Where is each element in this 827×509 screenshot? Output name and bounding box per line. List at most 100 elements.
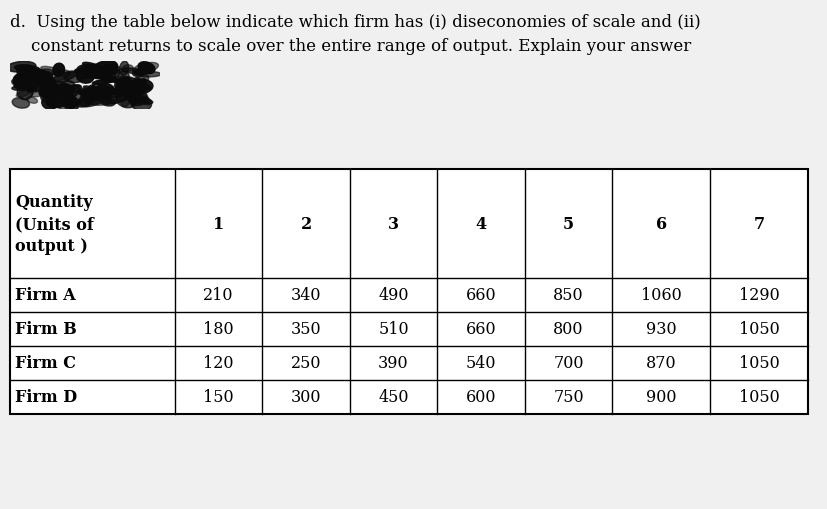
Bar	[10, 169, 807, 414]
Ellipse shape	[87, 87, 117, 97]
Ellipse shape	[102, 67, 120, 78]
Ellipse shape	[114, 91, 132, 102]
Ellipse shape	[46, 101, 65, 108]
Text: 120: 120	[203, 355, 233, 372]
Ellipse shape	[77, 65, 103, 77]
Ellipse shape	[139, 67, 151, 75]
Ellipse shape	[84, 97, 111, 106]
Ellipse shape	[15, 66, 41, 73]
Ellipse shape	[117, 72, 129, 83]
Text: 660: 660	[466, 321, 496, 338]
Ellipse shape	[39, 84, 59, 99]
Ellipse shape	[83, 63, 111, 75]
Ellipse shape	[93, 79, 117, 86]
Text: 2: 2	[300, 215, 311, 233]
Ellipse shape	[74, 70, 103, 79]
Ellipse shape	[77, 90, 103, 97]
Ellipse shape	[52, 72, 77, 83]
Ellipse shape	[121, 99, 129, 107]
Text: 3: 3	[388, 215, 399, 233]
Ellipse shape	[63, 92, 78, 99]
Ellipse shape	[133, 69, 149, 75]
Ellipse shape	[90, 62, 117, 78]
Ellipse shape	[116, 93, 137, 108]
Ellipse shape	[29, 73, 51, 87]
Ellipse shape	[19, 66, 33, 74]
Text: 700: 700	[552, 355, 583, 372]
Ellipse shape	[15, 71, 36, 87]
Ellipse shape	[43, 76, 55, 90]
Text: Firm A: Firm A	[15, 287, 75, 304]
Ellipse shape	[26, 97, 37, 104]
Ellipse shape	[84, 87, 112, 97]
Ellipse shape	[121, 69, 145, 75]
Ellipse shape	[47, 92, 66, 103]
Ellipse shape	[46, 95, 70, 105]
Ellipse shape	[74, 98, 103, 108]
Ellipse shape	[45, 84, 72, 96]
Ellipse shape	[79, 67, 92, 79]
Ellipse shape	[16, 75, 26, 83]
Ellipse shape	[134, 98, 152, 104]
Ellipse shape	[55, 84, 71, 94]
Ellipse shape	[13, 74, 30, 88]
Text: 340: 340	[290, 287, 321, 304]
Ellipse shape	[41, 83, 50, 90]
Ellipse shape	[120, 78, 135, 88]
Ellipse shape	[81, 95, 106, 100]
Ellipse shape	[28, 70, 52, 86]
Ellipse shape	[122, 88, 141, 99]
Ellipse shape	[115, 82, 136, 95]
Ellipse shape	[64, 73, 83, 83]
Text: 870: 870	[645, 355, 676, 372]
Ellipse shape	[99, 97, 115, 107]
Text: 850: 850	[552, 287, 583, 304]
Ellipse shape	[87, 88, 110, 100]
Ellipse shape	[138, 63, 155, 74]
Ellipse shape	[79, 92, 103, 96]
Ellipse shape	[12, 99, 30, 109]
Ellipse shape	[140, 75, 149, 83]
Ellipse shape	[46, 86, 59, 96]
Text: 350: 350	[290, 321, 321, 338]
Ellipse shape	[69, 99, 79, 111]
Ellipse shape	[122, 66, 133, 72]
Ellipse shape	[41, 95, 60, 104]
Text: 6: 6	[655, 215, 666, 233]
Text: 490: 490	[378, 287, 409, 304]
Ellipse shape	[114, 77, 139, 84]
Ellipse shape	[130, 83, 151, 91]
Text: d.  Using the table below indicate which firm has (i) diseconomies of scale and : d. Using the table below indicate which …	[10, 14, 700, 31]
Bar	[10, 169, 807, 414]
Text: 540: 540	[466, 355, 495, 372]
Text: 660: 660	[466, 287, 496, 304]
Ellipse shape	[41, 67, 64, 75]
Ellipse shape	[117, 81, 143, 97]
Ellipse shape	[51, 89, 68, 95]
Ellipse shape	[31, 77, 50, 91]
Text: 510: 510	[378, 321, 409, 338]
Ellipse shape	[31, 92, 46, 98]
Ellipse shape	[129, 91, 146, 104]
Ellipse shape	[100, 70, 111, 83]
Ellipse shape	[56, 89, 68, 98]
Text: Firm D: Firm D	[15, 389, 77, 406]
Ellipse shape	[17, 85, 33, 100]
Ellipse shape	[137, 79, 146, 95]
Ellipse shape	[22, 69, 39, 82]
Ellipse shape	[92, 88, 109, 102]
Text: 1: 1	[213, 215, 224, 233]
Text: 300: 300	[290, 389, 321, 406]
Ellipse shape	[98, 76, 125, 84]
Ellipse shape	[51, 86, 80, 95]
Text: constant returns to scale over the entire range of output. Explain your answer: constant returns to scale over the entir…	[10, 38, 691, 55]
Text: 1050: 1050	[738, 389, 778, 406]
Ellipse shape	[78, 89, 101, 97]
Ellipse shape	[114, 78, 132, 92]
Ellipse shape	[103, 96, 128, 105]
Ellipse shape	[135, 72, 161, 78]
Text: 7: 7	[753, 215, 763, 233]
Ellipse shape	[132, 63, 158, 75]
Ellipse shape	[12, 87, 30, 91]
Ellipse shape	[62, 95, 77, 110]
